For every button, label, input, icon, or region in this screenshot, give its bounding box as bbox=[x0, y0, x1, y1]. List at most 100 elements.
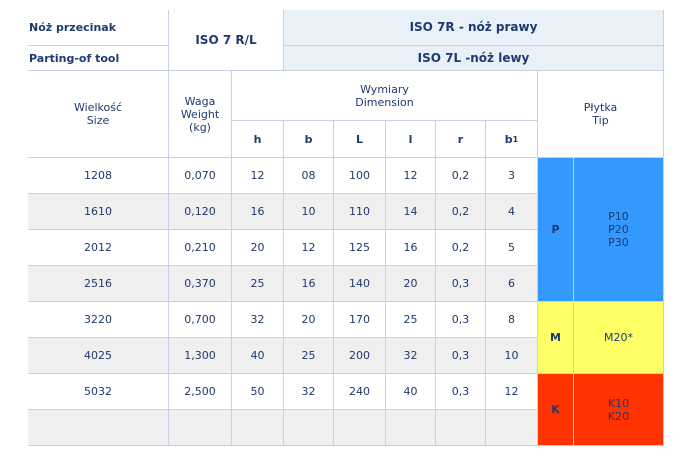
tip-grade: M20* bbox=[604, 331, 633, 344]
cell-h: 20 bbox=[232, 230, 284, 266]
weight-header: Waga Weight (kg) bbox=[169, 71, 232, 158]
cell-size: 2516 bbox=[28, 266, 169, 302]
cell-h: 40 bbox=[232, 338, 284, 374]
cell-h: 12 bbox=[232, 158, 284, 194]
col-l-header: l bbox=[386, 121, 436, 158]
cell-L: 125 bbox=[334, 230, 386, 266]
cell-b1: 8 bbox=[486, 302, 538, 338]
cell-r: 0,2 bbox=[436, 194, 486, 230]
cell-h: 16 bbox=[232, 194, 284, 230]
cell-b: 16 bbox=[284, 266, 334, 302]
cell-l: 12 bbox=[386, 158, 436, 194]
col-h-header: h bbox=[232, 121, 284, 158]
cell-h: 32 bbox=[232, 302, 284, 338]
cell-r: 0,3 bbox=[436, 302, 486, 338]
tip-grade: K10 bbox=[607, 396, 630, 410]
cell-b1: 12 bbox=[486, 374, 538, 410]
cell-b: 12 bbox=[284, 230, 334, 266]
dimension-header-pl: Wymiary bbox=[360, 82, 409, 96]
col-L-header: L bbox=[334, 121, 386, 158]
cell-size: 1208 bbox=[28, 158, 169, 194]
empty-cell bbox=[334, 410, 386, 446]
size-header-pl: Wielkość bbox=[73, 101, 122, 114]
weight-header-unit: (kg) bbox=[189, 120, 211, 134]
tool-name-en: Parting-of tool bbox=[28, 46, 169, 71]
tip-header: Płytka Tip bbox=[538, 71, 664, 158]
tool-name-pl: Nóż przecinak bbox=[28, 10, 169, 46]
cell-b1: 6 bbox=[486, 266, 538, 302]
cell-size: 4025 bbox=[28, 338, 169, 374]
cell-weight: 1,300 bbox=[169, 338, 232, 374]
standard-right: ISO 7R - nóż prawy bbox=[284, 10, 664, 46]
empty-cell bbox=[28, 410, 169, 446]
col-b1-label: b bbox=[504, 132, 513, 146]
cell-size: 5032 bbox=[28, 374, 169, 410]
cell-size: 3220 bbox=[28, 302, 169, 338]
cell-r: 0,3 bbox=[436, 374, 486, 410]
tip-m-grades: M20* bbox=[574, 302, 664, 374]
col-b-header: b bbox=[284, 121, 334, 158]
tip-grade: P10 bbox=[608, 210, 629, 223]
cell-L: 110 bbox=[334, 194, 386, 230]
cell-L: 140 bbox=[334, 266, 386, 302]
cell-b1: 4 bbox=[486, 194, 538, 230]
cell-b: 20 bbox=[284, 302, 334, 338]
cell-l: 32 bbox=[386, 338, 436, 374]
empty-cell bbox=[436, 410, 486, 446]
empty-cell bbox=[386, 410, 436, 446]
empty-cell bbox=[486, 410, 538, 446]
cell-l: 25 bbox=[386, 302, 436, 338]
weight-header-pl: Waga bbox=[184, 94, 216, 108]
cell-l: 40 bbox=[386, 374, 436, 410]
empty-cell bbox=[169, 410, 232, 446]
cell-r: 0,2 bbox=[436, 230, 486, 266]
col-b1-subscript: 1 bbox=[512, 134, 519, 144]
cell-weight: 0,700 bbox=[169, 302, 232, 338]
tip-grade: P20 bbox=[608, 223, 629, 236]
cell-l: 16 bbox=[386, 230, 436, 266]
weight-header-en: Weight bbox=[180, 107, 220, 121]
cell-r: 0,3 bbox=[436, 266, 486, 302]
dimension-header: Wymiary Dimension bbox=[232, 71, 538, 121]
col-r-header: r bbox=[436, 121, 486, 158]
cell-L: 200 bbox=[334, 338, 386, 374]
cell-weight: 0,120 bbox=[169, 194, 232, 230]
cell-b: 08 bbox=[284, 158, 334, 194]
tip-p-grades: P10 P20 P30 bbox=[574, 158, 664, 302]
cell-l: 20 bbox=[386, 266, 436, 302]
cell-b: 32 bbox=[284, 374, 334, 410]
tip-m-letter: M bbox=[538, 302, 574, 374]
cell-L: 170 bbox=[334, 302, 386, 338]
cell-r: 0,3 bbox=[436, 338, 486, 374]
cell-weight: 0,070 bbox=[169, 158, 232, 194]
dimension-header-en: Dimension bbox=[355, 95, 414, 109]
tip-p-letter: P bbox=[538, 158, 574, 302]
cell-weight: 2,500 bbox=[169, 374, 232, 410]
tip-grade: P30 bbox=[608, 236, 629, 249]
cell-L: 240 bbox=[334, 374, 386, 410]
tip-header-en: Tip bbox=[592, 114, 609, 127]
tip-header-pl: Płytka bbox=[583, 101, 618, 114]
cell-weight: 0,210 bbox=[169, 230, 232, 266]
cell-h: 50 bbox=[232, 374, 284, 410]
empty-cell bbox=[284, 410, 334, 446]
size-header: Wielkość Size bbox=[28, 71, 169, 158]
cell-b: 25 bbox=[284, 338, 334, 374]
standard-left: ISO 7L -nóż lewy bbox=[284, 46, 664, 71]
cell-b1: 5 bbox=[486, 230, 538, 266]
tip-grade: K20 bbox=[607, 409, 630, 423]
cell-b: 10 bbox=[284, 194, 334, 230]
cell-b1: 10 bbox=[486, 338, 538, 374]
cell-size: 2012 bbox=[28, 230, 169, 266]
cell-b1: 3 bbox=[486, 158, 538, 194]
size-header-en: Size bbox=[86, 114, 110, 127]
cell-h: 25 bbox=[232, 266, 284, 302]
cell-l: 14 bbox=[386, 194, 436, 230]
cell-L: 100 bbox=[334, 158, 386, 194]
cell-r: 0,2 bbox=[436, 158, 486, 194]
cell-size: 1610 bbox=[28, 194, 169, 230]
cell-weight: 0,370 bbox=[169, 266, 232, 302]
tip-k-grades: K10 K20 bbox=[574, 374, 664, 446]
